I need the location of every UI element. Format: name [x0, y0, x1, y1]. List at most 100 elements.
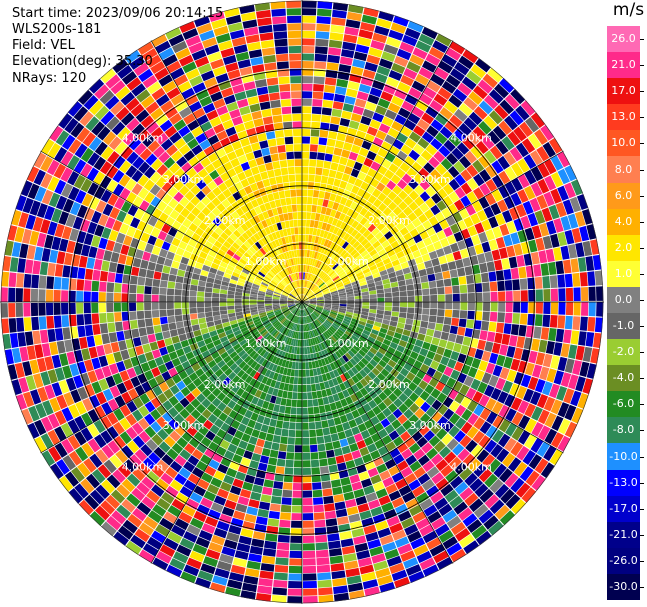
range-gate	[494, 483, 510, 499]
range-gate	[302, 302, 308, 307]
range-gate	[441, 385, 452, 396]
range-gate	[73, 242, 83, 255]
range-gate	[348, 120, 360, 130]
range-gate	[505, 408, 517, 422]
range-gate	[433, 440, 446, 453]
range-gate	[221, 281, 229, 287]
range-gate	[243, 252, 252, 260]
range-gate	[256, 414, 265, 424]
range-gate	[261, 555, 276, 565]
range-gate	[140, 362, 151, 373]
range-gate	[8, 303, 16, 318]
range-gate	[302, 300, 309, 302]
range-gate	[1, 271, 10, 287]
range-gate	[450, 242, 460, 253]
range-gate	[265, 472, 275, 481]
range-gate	[329, 471, 340, 481]
range-gate	[121, 293, 129, 302]
range-gate	[178, 354, 188, 364]
range-gate	[378, 495, 391, 506]
range-gate	[159, 248, 168, 258]
range-gate	[294, 316, 298, 323]
range-gate	[249, 257, 257, 264]
range-gate	[315, 383, 321, 391]
range-gate	[302, 257, 305, 265]
range-gate	[548, 204, 560, 220]
range-gate	[448, 333, 457, 343]
range-gate	[237, 247, 246, 255]
range-gate	[286, 267, 292, 275]
range-gate	[73, 375, 84, 389]
range-gate	[152, 208, 163, 219]
range-gate	[302, 204, 307, 212]
range-gate	[275, 175, 283, 184]
range-gate	[544, 175, 557, 191]
range-gate	[67, 101, 83, 117]
range-gate	[275, 396, 282, 405]
range-gate	[386, 221, 396, 231]
range-gate	[321, 222, 328, 231]
range-ring-label: 3.00km	[409, 419, 451, 432]
range-gate	[309, 297, 316, 300]
range-gate	[492, 125, 507, 140]
range-gate	[395, 327, 404, 335]
range-gate	[150, 196, 162, 208]
range-gate	[207, 413, 218, 424]
range-gate	[157, 428, 169, 441]
range-gate	[302, 8, 317, 16]
range-gate	[69, 228, 80, 242]
range-gate	[66, 240, 76, 254]
range-gate	[454, 462, 468, 475]
range-gate	[378, 123, 391, 134]
range-gate	[174, 518, 189, 531]
range-gate	[329, 314, 336, 319]
range-gate	[251, 64, 265, 74]
range-gate	[9, 333, 19, 348]
range-gate	[538, 250, 548, 264]
range-gate	[456, 220, 467, 231]
range-gate	[334, 384, 342, 393]
range-gate	[304, 288, 308, 295]
range-gate	[93, 171, 106, 185]
range-gate	[261, 281, 269, 287]
range-gate	[315, 38, 329, 47]
range-gate	[400, 241, 409, 251]
range-ring-label: 3.00km	[163, 419, 205, 432]
range-gate	[392, 139, 404, 150]
range-gate	[237, 154, 248, 165]
range-gate	[254, 320, 262, 326]
range-gate	[160, 472, 174, 485]
range-gate	[340, 365, 347, 374]
range-gate	[287, 302, 295, 304]
range-gate	[140, 259, 149, 269]
range-gate	[530, 112, 546, 129]
range-gate	[106, 165, 119, 179]
range-gate	[293, 460, 302, 468]
range-gate	[433, 93, 448, 106]
range-gate	[325, 146, 335, 155]
range-gate	[276, 53, 289, 62]
range-gate	[355, 381, 364, 390]
range-gate	[398, 107, 411, 119]
range-gate	[188, 437, 200, 449]
range-gate	[525, 470, 540, 487]
range-gate	[302, 45, 315, 54]
range-gate	[325, 388, 333, 397]
range-gate	[383, 315, 391, 321]
range-gate	[108, 136, 122, 150]
range-gate	[339, 438, 349, 448]
range-gate	[473, 106, 488, 120]
range-gate	[248, 217, 257, 226]
range-gate	[283, 289, 290, 294]
range-gate	[242, 582, 258, 593]
range-gate	[293, 475, 302, 483]
range-gate	[289, 376, 295, 384]
range-gate	[374, 422, 384, 432]
range-gate	[338, 326, 346, 333]
range-gate	[451, 147, 464, 160]
range-gate	[405, 564, 422, 576]
range-gate	[259, 407, 267, 417]
range-gate	[252, 254, 260, 262]
range-gate	[267, 335, 274, 343]
range-gate	[317, 8, 332, 17]
